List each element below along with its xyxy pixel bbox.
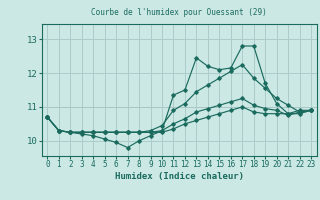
- Text: Courbe de l'humidex pour Ouessant (29): Courbe de l'humidex pour Ouessant (29): [91, 8, 267, 17]
- X-axis label: Humidex (Indice chaleur): Humidex (Indice chaleur): [115, 172, 244, 181]
